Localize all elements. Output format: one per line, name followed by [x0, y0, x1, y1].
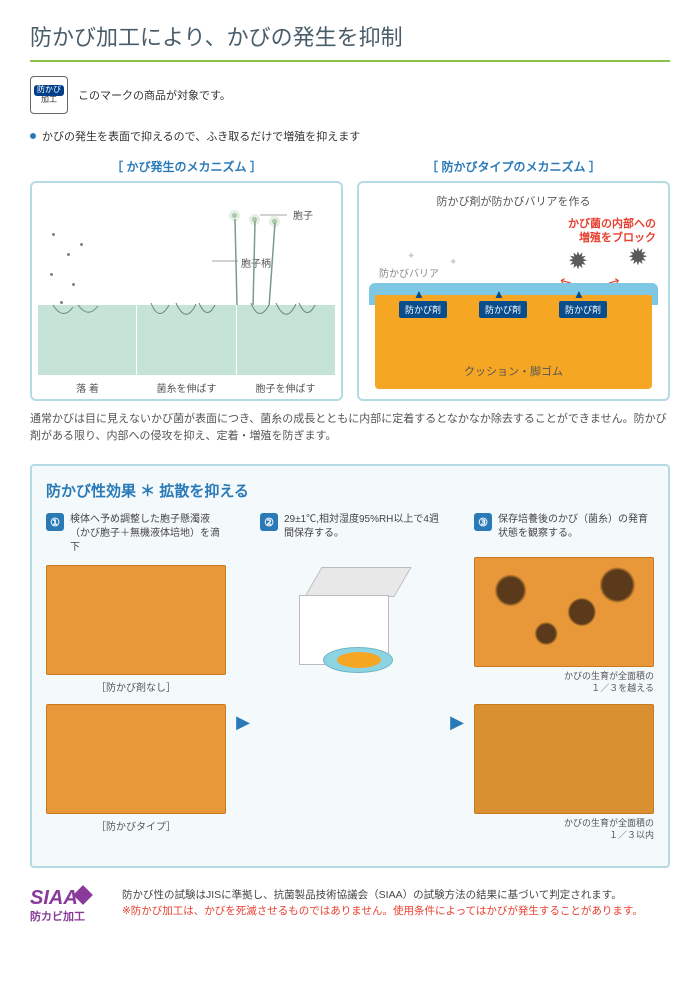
step-text-2: 29±1℃,相対湿度95%RH以上で4週間保存する。 [284, 513, 440, 541]
cap-3a: かびの生育が全面積の １／３を越える [474, 671, 654, 694]
bullet-icon [30, 133, 36, 139]
label-lines [182, 211, 292, 271]
mark-row: 防かび 加工 このマークの商品が対象です。 [30, 76, 670, 114]
effect-box: 防かび性効果 ＊ 拡散を抑える ① 検体へ予め調整した胞子懸濁液（かび胞子＋無機… [30, 464, 670, 868]
arrow-2: ▶ [450, 513, 464, 852]
sample-result-good [474, 704, 654, 814]
cap-1a: ［防かび剤なし］ [46, 679, 226, 694]
agent-1: 防かび剤 [399, 301, 447, 318]
culture-box-icon [295, 567, 405, 667]
left-title: ［ かび発生のメカニズム ］ [30, 158, 343, 175]
cushion-label: クッション・脚ゴム [464, 363, 563, 379]
mark-bottom: 加工 [41, 96, 57, 105]
step-2: ② 29±1℃,相対湿度95%RH以上で4週間保存する。 [260, 513, 440, 852]
arrow-1: ▶ [236, 513, 250, 852]
right-box: 防かび剤が防かびバリアを作る かび菌の内部への 増殖をブロック 防かびバリア ✦… [357, 181, 670, 401]
bullet-row: かびの発生を表面で抑えるので、ふき取るだけで増殖を抑えます [30, 128, 670, 144]
bullet-text: かびの発生を表面で抑えるので、ふき取るだけで増殖を抑えます [42, 128, 360, 144]
siaa-logo: SIAA 防カビ加工 [30, 888, 110, 924]
siaa-row: SIAA 防カビ加工 防かび性の試験はJISに準拠し、抗菌製品技術協議会（SIA… [30, 888, 670, 924]
step-text-1: 検体へ予め調整した胞子懸濁液（かび胞子＋無機液体培地）を滴下 [70, 513, 226, 555]
step-num-1: ① [46, 513, 64, 531]
sample-with-agent [46, 704, 226, 814]
right-diagram: ［ 防かびタイプのメカニズム ］ 防かび剤が防かびバリアを作る かび菌の内部への… [357, 158, 670, 401]
diagrams: ［ かび発生のメカニズム ］ 胞子 胞子柄 [30, 158, 670, 401]
stage-2: 菌糸を伸ばす [137, 380, 236, 395]
effect-cols: ① 検体へ予め調整した胞子懸濁液（かび胞子＋無機液体培地）を滴下 ［防かび剤なし… [46, 513, 654, 852]
ground [38, 305, 335, 375]
siaa-body: 防かび性の試験はJISに準拠し、抗菌製品技術協議会（SIAA）の試験方法の結果に… [122, 888, 643, 920]
siaa-red: ※防かび加工は、かびを死滅させるものではありません。使用条件によってはかびが発生… [122, 905, 643, 917]
label-spore: 胞子 [293, 207, 313, 222]
cap-1b: ［防かびタイプ］ [46, 818, 226, 833]
step-num-2: ② [260, 513, 278, 531]
page-title: 防かび加工により、かびの発生を抑制 [30, 20, 670, 62]
mark-note: このマークの商品が対象です。 [78, 87, 231, 103]
right-title: ［ 防かびタイプのメカニズム ］ [357, 158, 670, 175]
stage-3: 胞子を伸ばす [236, 380, 335, 395]
sample-no-agent [46, 565, 226, 675]
stage-labels: 落 着 菌糸を伸ばす 胞子を伸ばす [38, 380, 335, 395]
effect-title: 防かび性効果 ＊ 拡散を抑える [46, 480, 654, 501]
red-text: かび菌の内部への 増殖をブロック [568, 217, 656, 246]
step-num-3: ③ [474, 513, 492, 531]
boukabi-mark-icon: 防かび 加工 [30, 76, 68, 114]
step-1: ① 検体へ予め調整した胞子懸濁液（かび胞子＋無機液体培地）を滴下 ［防かび剤なし… [46, 513, 226, 852]
right-caption: 防かび剤が防かびバリアを作る [369, 193, 658, 209]
sample-result-bad [474, 557, 654, 667]
barrier-label: 防かびバリア [379, 265, 439, 280]
step-text-3: 保存培養後のかび（菌糸）の発育状態を観察する。 [498, 513, 654, 541]
germ-icon: ✹ [628, 243, 648, 272]
step-3: ③ 保存培養後のかび（菌糸）の発育状態を観察する。 かびの生育が全面積の １／３… [474, 513, 654, 852]
siaa-text1: SIAA [30, 887, 78, 909]
stage-1: 落 着 [38, 380, 137, 395]
siaa-main: 防かび性の試験はJISに準拠し、抗菌製品技術協議会（SIAA）の試験方法の結果に… [122, 889, 622, 901]
agent-2: 防かび剤 [479, 301, 527, 318]
siaa-text2: 防カビ加工 [30, 908, 110, 924]
left-box: 胞子 胞子柄 [30, 181, 343, 401]
germ-icon: ✹ [568, 247, 588, 276]
cap-3b: かびの生育が全面積の １／３以内 [474, 818, 654, 841]
left-diagram: ［ かび発生のメカニズム ］ 胞子 胞子柄 [30, 158, 343, 401]
explain-text: 通常かびは目に見えないかび菌が表面につき、菌糸の成長とともに内部に定着するとなか… [30, 411, 670, 444]
agent-3: 防かび剤 [559, 301, 607, 318]
